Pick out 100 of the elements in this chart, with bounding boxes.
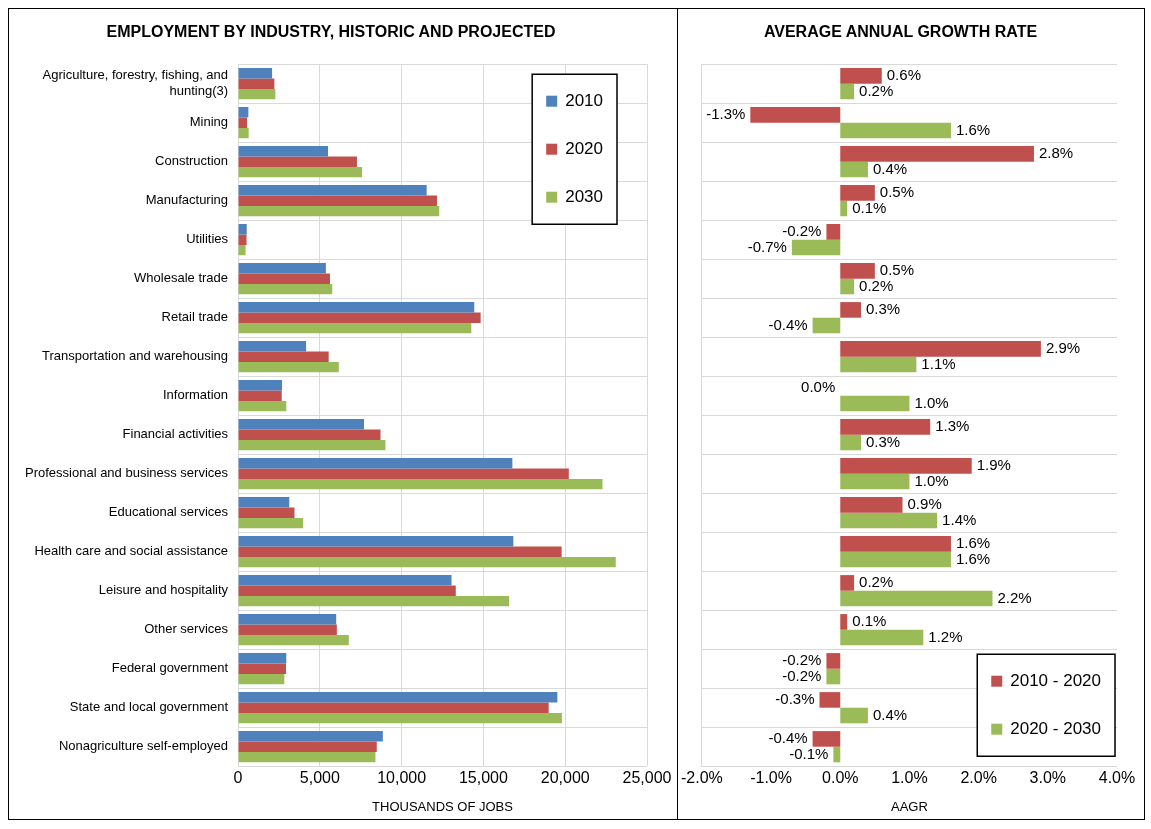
x-tick-label: 20,000 (540, 769, 590, 787)
bar (840, 512, 938, 529)
bar (840, 122, 951, 139)
y-tick-label: Health care and social assistance (34, 543, 229, 559)
y-tick-label: Manufacturing (145, 192, 229, 208)
bar (238, 224, 247, 235)
y-tick-label: Agriculture, forestry, fishing, and hunting(3) (42, 67, 229, 99)
bar (238, 517, 304, 529)
x-tick-label: 25,000 (622, 769, 672, 787)
data-label: 1.0% (914, 471, 949, 489)
data-label: -0.2% (782, 666, 822, 684)
bar (840, 68, 882, 84)
data-label: 2.2% (997, 588, 1032, 606)
y-tick-label: Federal government (111, 660, 229, 676)
x-tick-label: -2.0% (681, 769, 723, 787)
bar (238, 273, 330, 284)
bar (238, 458, 513, 469)
bar (238, 634, 349, 646)
bar (812, 317, 841, 334)
bar (840, 575, 855, 591)
bar (840, 263, 875, 279)
bar (833, 746, 841, 763)
bar (238, 624, 337, 635)
bar (750, 107, 841, 123)
y-tick-label: Educational services (108, 504, 229, 520)
data-label: -0.4% (768, 315, 808, 333)
bar (238, 88, 276, 100)
data-label: 1.4% (942, 510, 977, 528)
x-tick-label: 1.0% (891, 769, 928, 787)
bar (238, 341, 307, 352)
data-label: 1.9% (976, 456, 1011, 474)
bar (840, 341, 1041, 357)
data-label: 0.6% (886, 66, 921, 84)
bar (840, 590, 993, 607)
data-label: -1.3% (706, 105, 746, 123)
bar (238, 468, 569, 479)
data-label: 0.3% (866, 432, 901, 450)
bar (238, 195, 437, 206)
bar (238, 536, 514, 547)
data-label: 2.8% (1038, 144, 1074, 162)
bar (238, 205, 440, 217)
data-label: 1.6% (955, 120, 991, 138)
bar (238, 741, 377, 752)
bar (238, 312, 481, 323)
bar (238, 302, 475, 313)
data-label: 2.9% (1045, 339, 1081, 357)
legend-label: 2030 (565, 186, 604, 206)
bar (238, 419, 365, 430)
data-label: 0.5% (879, 261, 915, 279)
data-label: 0.0% (801, 378, 836, 396)
bar (238, 614, 337, 625)
data-label: -0.2% (782, 651, 822, 669)
bar (840, 278, 855, 295)
bar (238, 351, 329, 362)
y-tick-label: Construction (155, 153, 229, 169)
bar (238, 429, 381, 440)
bar (238, 478, 603, 490)
bar (238, 673, 285, 685)
chart-title: AVERAGE ANNUAL GROWTH RATE (763, 23, 1038, 41)
bar (826, 224, 841, 240)
x-tick-label: 2.0% (960, 769, 997, 787)
y-tick-label: Leisure and hospitality (98, 582, 229, 598)
bar (238, 731, 383, 742)
legend-label: 2010 - 2020 (1010, 670, 1102, 690)
bar (238, 390, 282, 401)
y-tick-label: Wholesale trade (134, 270, 229, 286)
bar (812, 731, 841, 747)
bar (791, 239, 841, 256)
y-tick-label: Retail trade (161, 309, 229, 325)
chart-title: EMPLOYMENT BY INDUSTRY, HISTORIC AND PROJECTED (106, 23, 556, 41)
bar (238, 263, 326, 274)
data-label: 0.3% (866, 300, 901, 318)
bar (238, 361, 339, 373)
y-tick-label: Transportation and warehousing (42, 348, 229, 364)
bar (840, 473, 910, 490)
bar (238, 546, 562, 557)
y-tick-label: Financial activities (122, 426, 229, 442)
data-label: 0.4% (872, 705, 908, 723)
bar (819, 692, 841, 708)
bar (840, 434, 862, 451)
data-label: -0.3% (775, 690, 815, 708)
x-axis-title: THOUSANDS OF JOBS (372, 798, 514, 814)
x-tick-label: 4.0% (1098, 769, 1136, 787)
data-label: 0.2% (859, 276, 894, 294)
bar (238, 127, 249, 139)
bar (238, 556, 616, 568)
x-axis-title: AAGR (891, 798, 928, 814)
x-tick-label: -1.0% (750, 769, 792, 787)
data-label: 0.1% (852, 198, 887, 216)
data-label: 0.5% (879, 183, 915, 201)
bar (840, 551, 951, 568)
y-tick-label: Professional and business services (24, 465, 229, 481)
y-tick-label: Mining (189, 114, 229, 130)
x-tick-label: 0 (233, 769, 243, 787)
data-label: 1.2% (928, 627, 963, 645)
bar (840, 419, 931, 435)
data-label: 0.4% (872, 159, 908, 177)
bar (238, 712, 562, 724)
data-label: 1.6% (955, 534, 991, 552)
bar (238, 244, 246, 256)
